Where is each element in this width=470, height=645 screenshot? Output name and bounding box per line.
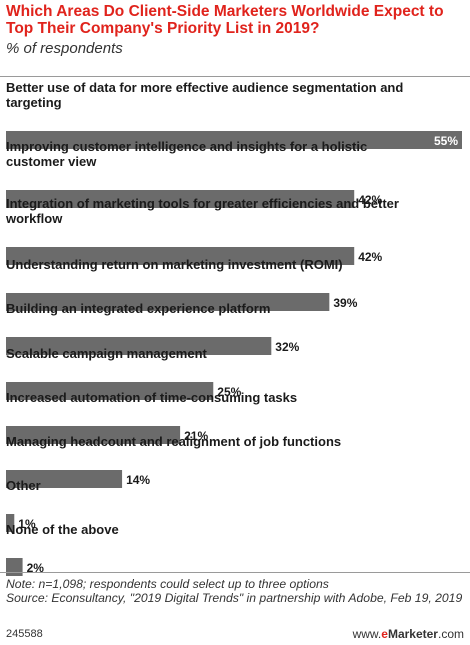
bar [6,337,272,355]
value-label: 1% [18,517,36,531]
emarketer-logo[interactable]: www.eMarketer.com [353,627,464,641]
brand-prefix: www. [352,627,382,641]
value-label: 32% [275,340,299,354]
source-text: Source: Econsultancy, "2019 Digital Tren… [6,591,463,605]
top-divider [0,76,470,77]
value-label: 25% [217,385,241,399]
chart-title: Which Areas Do Client-Side Marketers Wor… [6,3,444,37]
bar [6,470,123,488]
note-text: Note: n=1,098; respondents could select … [6,577,329,591]
brand-e: e [381,627,388,641]
chart-id: 245588 [6,628,43,640]
value-label: 39% [333,296,357,310]
category-label: Integration of marketing tools for great… [5,196,399,226]
brand-suffix: .com [437,627,464,641]
value-label: 42% [358,250,382,264]
category-label: Better use of data for more effective au… [6,80,403,110]
chart-subtitle: % of respondents [6,40,123,57]
chart-footnote: Note: n=1,098; respondents could select … [6,577,466,605]
brand-rest: Marketer [387,627,438,641]
bar [6,382,214,400]
category-label: Scalable campaign management [6,346,208,361]
category-label: Managing headcount and realignment of jo… [6,434,341,449]
category-label: Increased automation of time-consuming t… [6,390,297,405]
bar [6,247,355,265]
value-label: 2% [27,561,45,575]
category-label: None of the above [6,522,119,537]
bar [6,514,15,532]
value-label: 21% [184,429,208,443]
category-label: Improving customer intelligence and insi… [6,139,367,169]
category-label: Building an integrated experience platfo… [6,301,270,316]
category-label: Other [6,478,41,493]
value-label: 42% [358,193,382,207]
bar [6,131,462,149]
bar [6,293,330,311]
bar [6,426,181,444]
value-label: 14% [126,473,150,487]
bar [6,558,23,576]
category-label: Understanding return on marketing invest… [6,257,343,272]
bottom-divider [0,572,470,573]
value-label: 55% [434,134,458,148]
bar [6,190,355,208]
